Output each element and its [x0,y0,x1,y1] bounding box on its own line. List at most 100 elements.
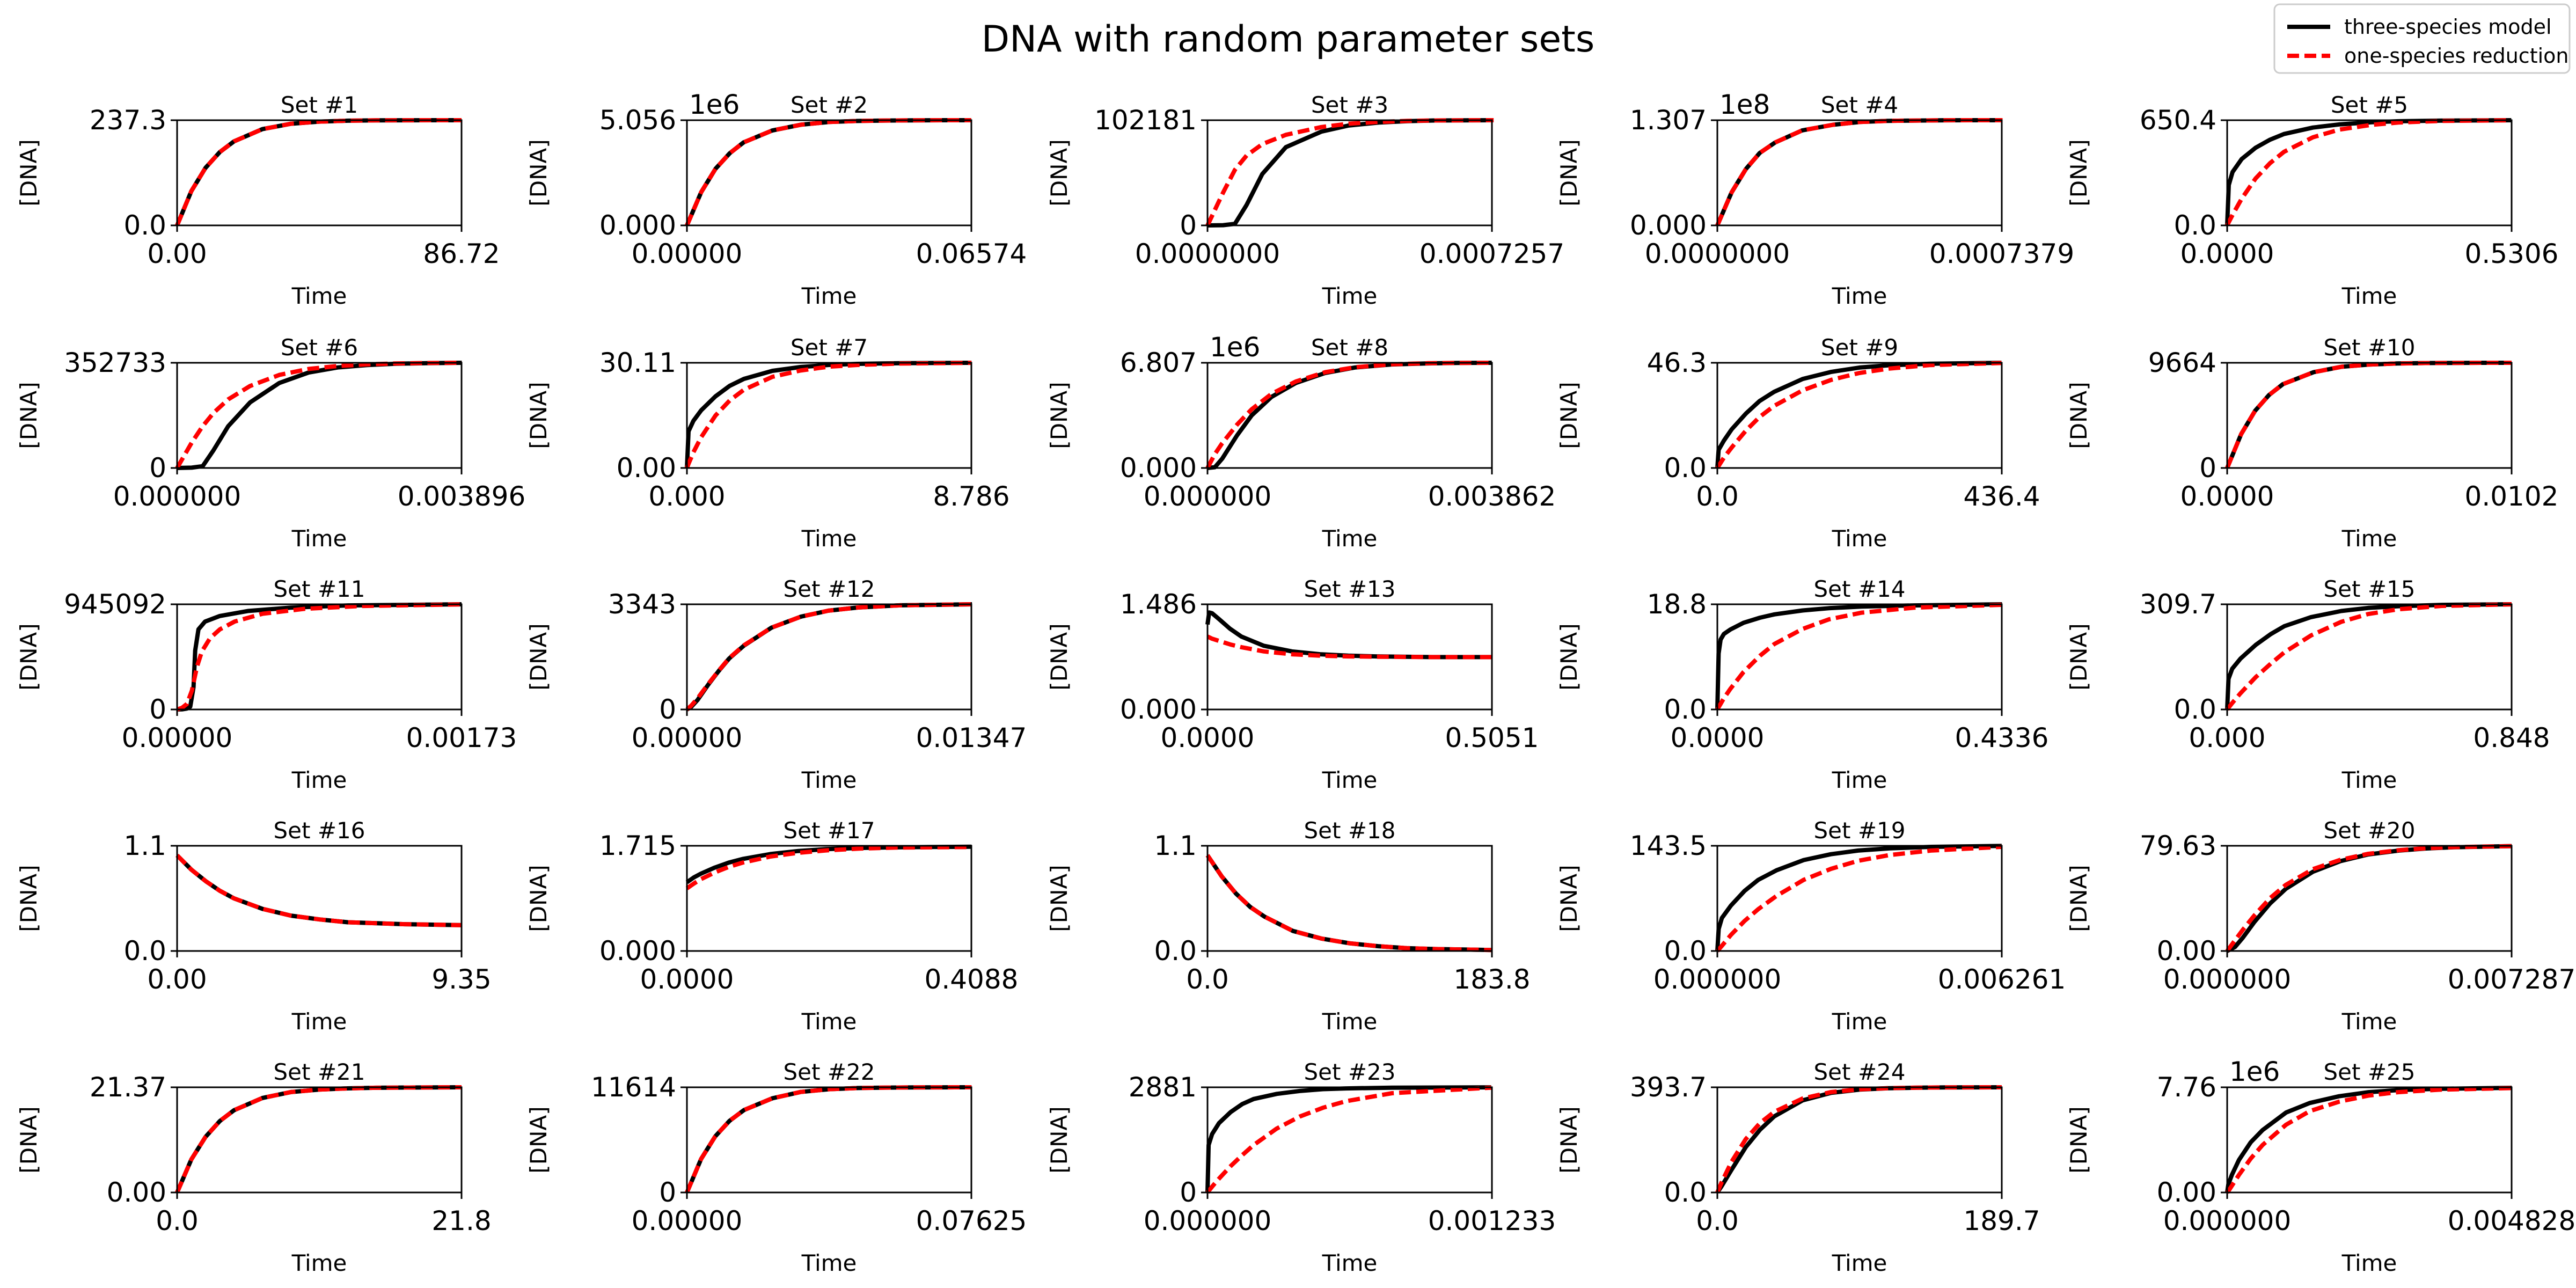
x-axis-label: Time [1322,767,1378,793]
series-one-species-line-set-25 [2225,1086,2512,1194]
y-tick-label-end: 143.5 [1630,830,1707,861]
subplot-title: Set #3 [1311,92,1388,118]
x-axis-label: Time [801,767,857,793]
series-one-species-line-set-14 [1715,603,2002,711]
subplot-title: Set #2 [791,92,868,118]
panel-2: 0.00000 0.06574 0.000 5.056 1e6 Set #2 Time [DN… [525,89,1027,309]
panel-22: 0.00000 0.07625 0 11614 Set #22 Time [DNA] [525,1059,1027,1276]
panel-17: 0.0000 0.4088 0.000 1.715 Set #17 Time [DNA] [525,817,1018,1035]
subplot-title: Set #18 [1304,817,1396,844]
x-tick-label-start: 0.000 [2189,722,2265,753]
x-axis-label: Time [2341,525,2397,552]
series-three-species-line-set-23 [1205,1085,1491,1193]
plot-frame [1716,362,2003,469]
series-one-species-line-set-5 [2225,118,2512,226]
y-tick-label-start: 0.0 [2174,694,2216,725]
x-tick-label-start: 0.0 [156,1205,199,1236]
series-one-species-line-set-18 [1205,854,1492,953]
panel-18: 0.0 183.8 0.0 1.1 Set #18 Time [DNA] [1046,817,1531,1035]
x-tick-label-end: 0.0102 [2465,481,2559,512]
y-tick-label-start: 0.000 [1120,694,1197,725]
y-tick-label-start: 0.000 [1630,210,1707,241]
x-tick-label-start: 0.000000 [113,481,241,512]
plot-frame [686,1086,972,1194]
x-tick-label-end: 189.7 [1963,1205,2040,1236]
y-offset-label: 1e8 [1719,89,1770,120]
plot-frame [686,603,972,711]
subplot-title: Set #5 [2331,92,2408,118]
y-tick-label-end: 1.1 [1154,830,1197,861]
x-tick-label-end: 436.4 [1963,481,2040,512]
plot-frame [2226,1086,2513,1194]
x-tick-label-start: 0.0000 [1161,722,1255,753]
x-tick-label-end: 0.4336 [1955,722,2049,753]
x-tick-label-start: 0.000000 [1144,1205,1272,1236]
y-tick-label-end: 650.4 [2140,105,2216,136]
x-axis-label: Time [1322,1250,1378,1276]
x-tick-label-end: 0.0007257 [1419,238,1564,269]
y-tick-label-end: 3343 [608,589,676,620]
y-axis-label: [DNA] [525,139,552,206]
x-tick-label-start: 0.000000 [2163,1205,2292,1236]
x-tick-label-end: 0.0007379 [1929,238,2074,269]
y-axis-label: [DNA] [2066,139,2092,206]
panel-20: 0.000000 0.007287 0.00 79.63 Set #20 Time [DNA… [2066,817,2575,1035]
subplot-title: Set #25 [2324,1059,2416,1085]
y-axis-label: [DNA] [1556,1106,1582,1173]
x-axis-label: Time [291,767,347,793]
x-tick-label-end: 0.006261 [1938,964,2066,995]
series-three-species-line-set-15 [2225,602,2512,710]
y-tick-label-start: 0.000 [599,935,676,967]
subplot-title: Set #4 [1821,92,1898,118]
panel-5: 0.0000 0.5306 0.0 650.4 Set #5 Time [DNA] [2066,92,2558,309]
y-axis-label: [DNA] [1046,865,1072,932]
panel-15: 0.000 0.848 0.0 309.7 Set #15 Time [DNA] [2066,576,2550,793]
y-tick-label-start: 0.000 [1120,452,1197,484]
series-three-species-line-set-20 [2226,844,2512,953]
legend-box [2273,3,2571,74]
y-axis-label: [DNA] [525,865,552,932]
legend: three-species model one-species reductio… [2273,3,2571,74]
subplot-title: Set #9 [1821,334,1898,361]
plot-frame [1206,845,1493,952]
y-tick-label-start: 0.00 [107,1177,166,1208]
series-one-species-line-set-11 [176,602,462,712]
plot-frame [686,362,972,469]
x-axis-label: Time [291,525,347,552]
subplot-title: Set #17 [784,817,875,844]
y-tick-label-start: 0.0 [1154,935,1197,967]
y-tick-label-start: 0.0 [2174,210,2216,241]
y-tick-label-end: 1.1 [123,830,166,861]
y-tick-label-end: 11614 [591,1072,676,1103]
series-one-species-line-set-12 [685,602,972,711]
y-tick-label-end: 7.76 [2157,1072,2216,1103]
panel-1: 0.00 86.72 0.0 237.3 Set #1 Time [DNA] [16,92,500,309]
y-tick-label-end: 1.715 [599,830,676,861]
plot-frame [2226,119,2513,226]
x-tick-label-start: 0.0000000 [1645,238,1790,269]
subplot-title: Set #6 [281,334,358,361]
y-axis-label: [DNA] [2066,623,2092,690]
y-tick-label-end: 102181 [1094,105,1197,136]
subplot-title: Set #8 [1311,334,1388,361]
subplot-title: Set #19 [1814,817,1906,844]
panel-19: 0.000000 0.006261 0.0 143.5 Set #19 Time [DNA] [1556,817,2066,1035]
plot-frame [1716,1086,2003,1194]
x-tick-label-start: 0.000 [648,481,725,512]
subplot-title: Set #15 [2324,576,2416,602]
series-one-species-line-set-19 [1716,845,2002,953]
x-tick-label-end: 0.848 [2473,722,2550,753]
x-tick-label-end: 0.003896 [398,481,526,512]
y-tick-label-start: 0.0 [1664,1177,1707,1208]
x-tick-label-start: 0.0 [1696,481,1739,512]
y-tick-label-start: 0.0 [123,935,166,967]
y-axis-label: [DNA] [1046,623,1072,690]
series-three-species-line-set-13 [1205,610,1492,660]
y-tick-label-end: 352733 [64,347,166,378]
x-tick-label-start: 0.00000 [632,1205,743,1236]
series-three-species-line-set-11 [177,602,462,712]
panel-16: 0.00 9.35 0.0 1.1 Set #16 Time [DNA] [16,817,492,1035]
figure-title: DNA with random parameter sets [982,18,1595,61]
